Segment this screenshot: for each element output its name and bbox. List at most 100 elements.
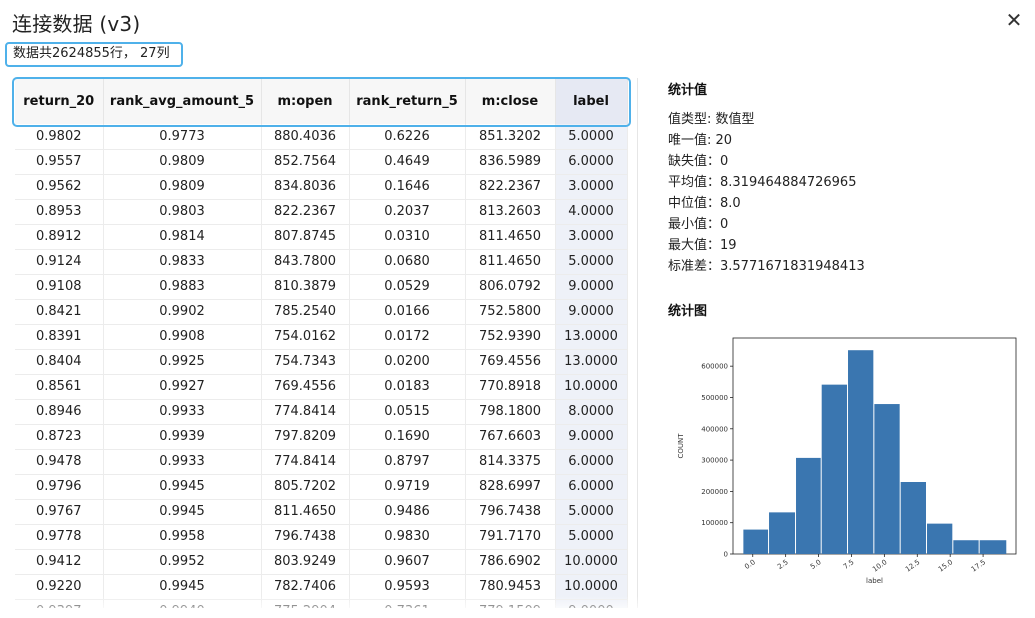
chart-title: 统计图 xyxy=(668,304,708,319)
table-cell: 0.9557 xyxy=(15,149,104,175)
column-header-return-20[interactable]: return_20 xyxy=(15,78,104,124)
x-tick-label: 2.5 xyxy=(776,558,790,571)
table-cell: 0.9902 xyxy=(103,299,262,325)
table-cell: 0.0529 xyxy=(349,274,466,300)
table-cell: 836.5989 xyxy=(465,149,556,175)
table-cell: 0.9933 xyxy=(103,399,262,425)
column-header-m-close[interactable]: m:close xyxy=(465,78,556,124)
table-cell: 0.9814 xyxy=(103,224,262,250)
histogram-bar xyxy=(769,512,796,554)
table-row[interactable]: 0.8421 0.9902 785.2540 0.0166 752.5800 9.0000 xyxy=(15,299,628,325)
table-cell: 811.4650 xyxy=(465,224,556,250)
table-cell: 798.1800 xyxy=(465,399,556,425)
table-cell: 0.0166 xyxy=(349,299,466,325)
table-row[interactable]: 0.9562 0.9809 834.8036 0.1646 822.2367 3.0000 xyxy=(15,174,628,200)
table-row[interactable]: 0.8723 0.9939 797.8209 0.1690 767.6603 9.0000 xyxy=(15,424,628,450)
table-cell: 0.9939 xyxy=(103,424,262,450)
table-cell: 10.0000 xyxy=(555,549,628,575)
table-cell: 0.0172 xyxy=(349,324,466,350)
y-tick-label: 0 xyxy=(724,551,728,559)
table-cell: 796.7438 xyxy=(261,524,350,550)
data-table: return_20 rank_avg_amount_5 m:open rank_… xyxy=(15,78,628,608)
table-row[interactable]: 0.9124 0.9833 843.7800 0.0680 811.4650 5.0000 xyxy=(15,249,628,275)
table-row[interactable]: 0.9802 0.9773 880.4036 0.6226 851.3202 5.0000 xyxy=(15,124,628,150)
table-row[interactable]: 0.8912 0.9814 807.8745 0.0310 811.4650 3.0000 xyxy=(15,224,628,250)
table-row[interactable]: 0.9796 0.9945 805.7202 0.9719 828.6997 6.0000 xyxy=(15,474,628,500)
table-cell: 0.9925 xyxy=(103,349,262,375)
x-tick-label: 7.5 xyxy=(842,558,856,571)
table-row[interactable]: 0.9778 0.9958 796.7438 0.9830 791.7170 5.0000 xyxy=(15,524,628,550)
table-row[interactable]: 0.8404 0.9925 754.7343 0.0200 769.4556 13.000… xyxy=(15,349,628,375)
table-cell: 8.0000 xyxy=(555,399,628,425)
histogram-bar xyxy=(953,540,979,554)
table-cell: 752.5800 xyxy=(465,299,556,325)
table-cell: 0.6226 xyxy=(349,124,466,150)
table-cell: 0.9958 xyxy=(103,524,262,550)
table-cell: 0.0310 xyxy=(349,224,466,250)
table-cell: 0.9952 xyxy=(103,549,262,575)
x-tick-label: 0.0 xyxy=(743,558,757,571)
table-cell: 0.9796 xyxy=(15,474,104,500)
table-cell: 6.0000 xyxy=(555,449,628,475)
y-tick-label: 200000 xyxy=(701,488,728,496)
table-cell: 0.9809 xyxy=(103,174,262,200)
x-tick-label: 12.5 xyxy=(904,558,921,573)
stat-line: 标准差：3.5771671831948413 xyxy=(668,259,865,274)
table-cell: 0.9883 xyxy=(103,274,262,300)
table-row[interactable]: 0.9412 0.9952 803.9249 0.9607 786.6902 10.000… xyxy=(15,549,628,575)
table-cell: 0.9108 xyxy=(15,274,104,300)
table-row[interactable]: 0.9557 0.9809 852.7564 0.4649 836.5989 6.0000 xyxy=(15,149,628,175)
x-tick-label: 10.0 xyxy=(871,558,888,573)
table-cell: 822.2367 xyxy=(465,174,556,200)
column-header-rank-avg-amount-5[interactable]: rank_avg_amount_5 xyxy=(103,78,262,124)
table-row[interactable]: 0.9108 0.9883 810.3879 0.0529 806.0792 9.0000 xyxy=(15,274,628,300)
column-header-label[interactable]: label xyxy=(555,78,628,124)
stat-line: 最大值：19 xyxy=(668,238,737,253)
table-cell: 9.0000 xyxy=(555,424,628,450)
table-cell: 9.0000 xyxy=(555,299,628,325)
data-table-container[interactable]: return_20 rank_avg_amount_5 m:open rank_… xyxy=(15,78,638,608)
table-cell: 0.9412 xyxy=(15,549,104,575)
y-tick-label: 400000 xyxy=(701,425,728,433)
table-cell: 0.8391 xyxy=(15,324,104,350)
stat-line: 值类型: 数值型 xyxy=(668,112,755,127)
histogram-bar xyxy=(926,523,953,554)
y-tick-label: 300000 xyxy=(701,457,728,465)
table-cell: 0.9945 xyxy=(103,474,262,500)
table-cell: 791.7170 xyxy=(465,524,556,550)
table-row[interactable]: 0.9767 0.9945 811.4650 0.9486 796.7438 5.0000 xyxy=(15,499,628,525)
table-cell: 0.9830 xyxy=(349,524,466,550)
column-header-m-open[interactable]: m:open xyxy=(261,78,350,124)
table-cell: 786.6902 xyxy=(465,549,556,575)
table-cell: 0.4649 xyxy=(349,149,466,175)
table-cell: 813.2603 xyxy=(465,199,556,225)
table-row[interactable]: 0.8391 0.9908 754.0162 0.0172 752.9390 13.000… xyxy=(15,324,628,350)
stat-line: 平均值：8.319464884726965 xyxy=(668,175,857,190)
table-cell: 0.8561 xyxy=(15,374,104,400)
histogram-bar xyxy=(979,540,1007,554)
table-cell: 0.9778 xyxy=(15,524,104,550)
histogram-bar xyxy=(848,350,874,554)
table-cell: 0.9220 xyxy=(15,574,104,600)
column-header-rank-return-5[interactable]: rank_return_5 xyxy=(349,78,466,124)
table-cell: 797.8209 xyxy=(261,424,350,450)
table-cell: 810.3879 xyxy=(261,274,350,300)
histogram-bar xyxy=(821,384,848,554)
table-cell: 807.8745 xyxy=(261,224,350,250)
table-cell: 880.4036 xyxy=(261,124,350,150)
table-cell: 0.9809 xyxy=(103,149,262,175)
table-row[interactable]: 0.8561 0.9927 769.4556 0.0183 770.8918 10.000… xyxy=(15,374,628,400)
histogram-bar xyxy=(796,457,821,554)
table-row[interactable]: 0.9478 0.9933 774.8414 0.8797 814.3375 6.0000 xyxy=(15,449,628,475)
table-row[interactable]: 0.8946 0.9933 774.8414 0.0515 798.1800 8.0000 xyxy=(15,399,628,425)
table-cell: 774.8414 xyxy=(261,449,350,475)
table-cell: 834.8036 xyxy=(261,174,350,200)
table-cell: 0.9833 xyxy=(103,249,262,275)
table-cell: 0.2037 xyxy=(349,199,466,225)
table-cell: 5.0000 xyxy=(555,124,628,150)
table-row[interactable]: 0.8953 0.9803 822.2367 0.2037 813.2603 4.0000 xyxy=(15,199,628,225)
table-cell: 769.4556 xyxy=(465,349,556,375)
table-cell: 0.1646 xyxy=(349,174,466,200)
table-cell: 0.8723 xyxy=(15,424,104,450)
close-icon[interactable]: ✕ xyxy=(1005,8,1023,32)
